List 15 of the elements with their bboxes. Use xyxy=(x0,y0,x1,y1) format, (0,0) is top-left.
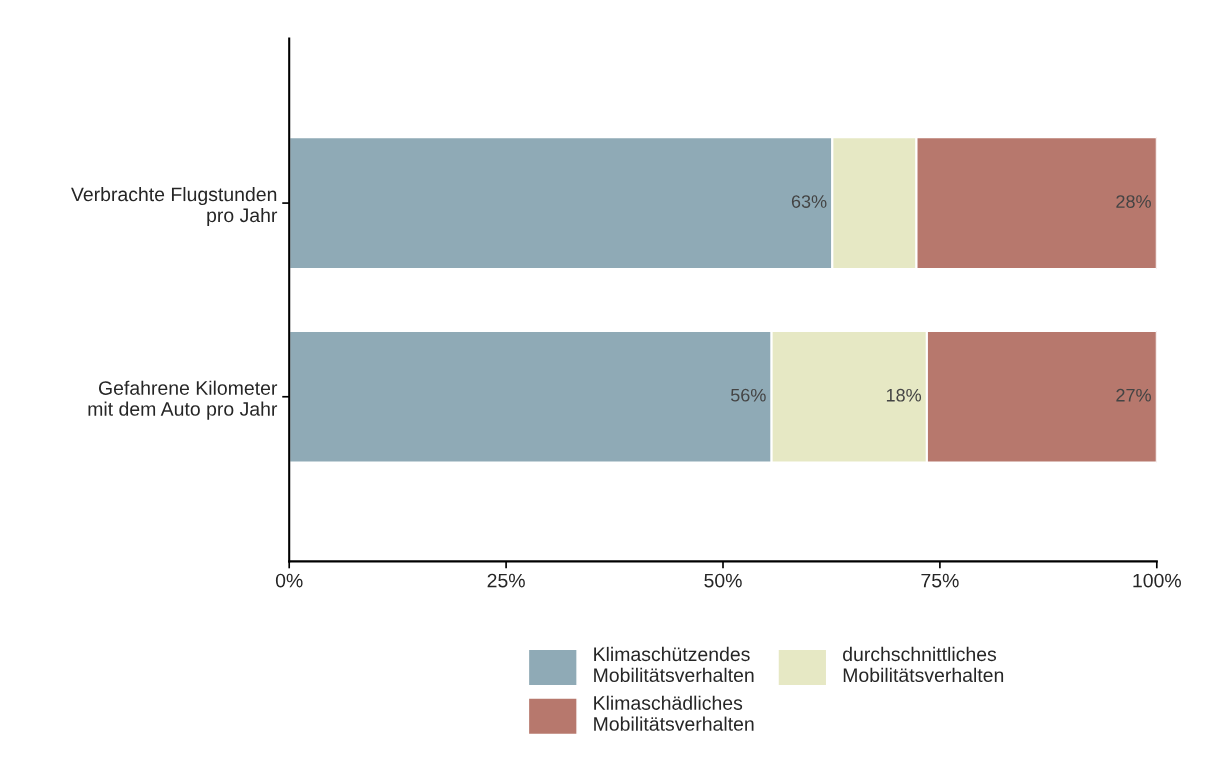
y-tick-label: Gefahrene Kilometer mit dem Auto pro Jahr xyxy=(88,380,278,420)
x-tick-label: 100% xyxy=(1133,573,1181,588)
data-label: 63% xyxy=(791,195,827,208)
x-tick-label: 0% xyxy=(275,573,303,588)
legend-label: Klimaschädliches Mobilitätsverhalten xyxy=(594,695,754,731)
y-tick-label: Verbrachte Flugstunden pro Jahr xyxy=(71,186,278,227)
x-tick-label: 50% xyxy=(704,573,742,588)
legend-label: durchschnittliches Mobilitätsverhalten xyxy=(843,646,1004,683)
data-label: 28% xyxy=(1116,195,1151,208)
data-label: 27% xyxy=(1116,388,1151,402)
legend-label: Klimaschützendes Mobilitätsverhalten xyxy=(594,646,754,683)
x-tick-label: 75% xyxy=(921,573,959,588)
data-label: 56% xyxy=(730,388,766,402)
x-tick-label: 25% xyxy=(487,573,525,588)
data-label: 18% xyxy=(886,388,922,402)
